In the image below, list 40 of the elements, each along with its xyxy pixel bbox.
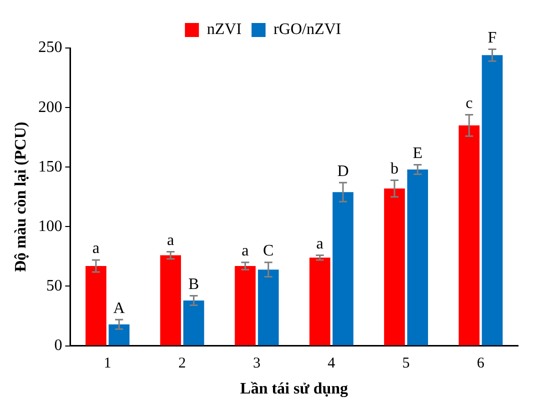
bar xyxy=(482,55,503,346)
legend-label: nZVI xyxy=(206,21,242,38)
data-label: A xyxy=(113,300,126,317)
y-tick-label: 150 xyxy=(38,158,62,176)
data-label: a xyxy=(167,232,174,249)
data-label: D xyxy=(337,162,349,180)
y-axis-title: Độ màu còn lại (PCU) xyxy=(12,122,30,272)
x-axis-title: Lần tái sử dụng xyxy=(240,380,348,398)
x-tick-label: 1 xyxy=(104,356,112,372)
x-tick-label: 6 xyxy=(476,356,485,372)
data-label: a xyxy=(316,235,324,252)
y-tick-label: 200 xyxy=(38,98,62,116)
data-label: B xyxy=(188,276,200,293)
data-label: C xyxy=(263,242,274,260)
bar xyxy=(407,170,428,346)
data-label: a xyxy=(242,242,249,260)
bar xyxy=(234,266,256,346)
bar xyxy=(332,192,354,346)
bar xyxy=(183,300,204,346)
bar xyxy=(384,188,405,346)
y-tick-label: 100 xyxy=(38,218,62,235)
bar xyxy=(86,266,106,346)
bar xyxy=(458,125,480,346)
data-label: E xyxy=(412,144,423,162)
y-tick-label: 0 xyxy=(54,337,62,354)
data-label: b xyxy=(390,160,398,178)
x-tick-label: 5 xyxy=(402,356,410,372)
y-tick-label: 250 xyxy=(38,39,62,56)
legend-label: rGO/nZVI xyxy=(274,21,342,38)
bar xyxy=(108,324,130,346)
bar xyxy=(309,258,330,346)
bar xyxy=(160,255,181,346)
data-label: c xyxy=(466,94,473,112)
x-tick-label: 3 xyxy=(253,356,261,372)
data-label: a xyxy=(92,240,100,258)
bar xyxy=(258,270,279,346)
y-tick-label: 50 xyxy=(46,277,62,294)
data-label: F xyxy=(488,29,497,46)
x-tick-label: 4 xyxy=(328,356,336,372)
x-tick-label: 2 xyxy=(178,356,186,372)
